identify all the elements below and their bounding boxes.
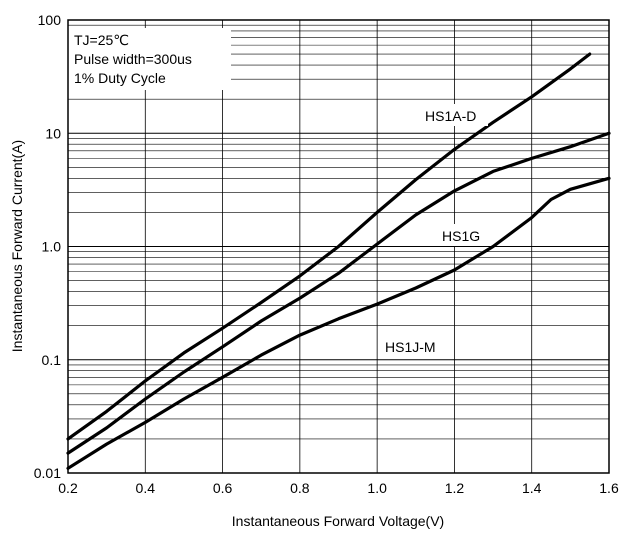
y-tick-label: 10 [45, 125, 61, 141]
x-tick-label: 1.6 [599, 480, 619, 496]
note-background [64, 28, 231, 90]
x-tick-label: 1.2 [445, 480, 465, 496]
series-labels: HS1A-D HS1G HS1J-M [380, 104, 491, 357]
y-tick-label: 0.01 [34, 465, 61, 481]
label-bg-hs1j-m [380, 335, 450, 357]
series-group [66, 52, 611, 470]
x-tick-label: 1.0 [367, 480, 387, 496]
series-line-hs1j-m [66, 176, 611, 470]
series-label-hs1g: HS1G [442, 228, 480, 244]
tick-labels: 0.2 0.4 0.6 0.8 1.0 1.2 1.4 1.6 0.01 0.1 1.0 10 100 [34, 12, 619, 496]
y-tick-label: 1.0 [42, 239, 62, 255]
x-tick-label: 0.2 [58, 480, 78, 496]
x-tick-label: 0.8 [290, 480, 310, 496]
x-tick-label: 0.4 [136, 480, 156, 496]
x-tick-label: 1.4 [522, 480, 542, 496]
series-line-hs1a-d [66, 52, 592, 441]
note-pulse-width: Pulse width=300us [74, 51, 192, 67]
series-label-hs1j-m: HS1J-M [385, 339, 436, 355]
conditions-note-box: TJ=25℃ Pulse width=300us 1% Duty Cycle [64, 28, 231, 90]
plot-frame [67, 19, 610, 474]
y-tick-label: 100 [38, 12, 62, 28]
y-axis-title: Instantaneous Forward Current(A) [9, 140, 25, 352]
note-duty-cycle: 1% Duty Cycle [74, 70, 166, 86]
note-tj: TJ=25℃ [74, 32, 129, 48]
x-axis-title: Instantaneous Forward Voltage(V) [232, 513, 444, 529]
y-tick-label: 0.1 [42, 352, 62, 368]
series-label-hs1a-d: HS1A-D [425, 108, 476, 124]
label-bg-hs1g [437, 224, 491, 246]
series-line-hs1g [66, 131, 611, 455]
x-tick-label: 0.6 [213, 480, 233, 496]
label-bg-hs1a-d [420, 104, 488, 126]
grid [67, 20, 610, 474]
